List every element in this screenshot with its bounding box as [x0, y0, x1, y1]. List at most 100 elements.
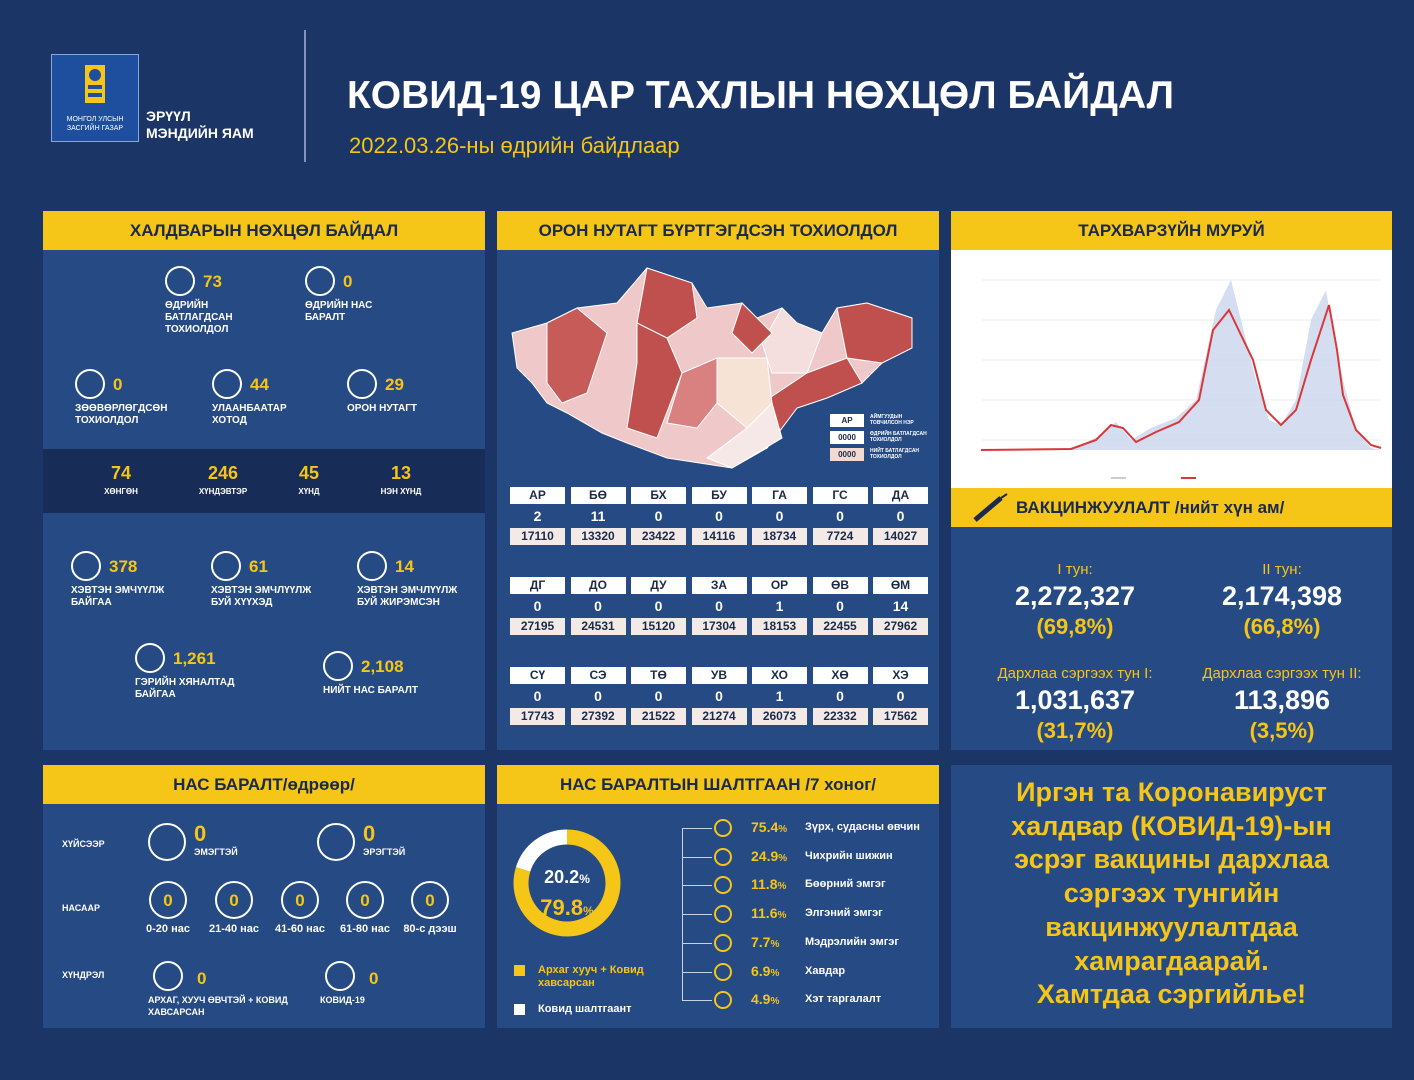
province-total: 17304: [691, 618, 747, 635]
row-label: НАСААР: [62, 903, 101, 913]
icon: [135, 643, 165, 673]
icon: [317, 823, 355, 861]
province-code: ХӨ: [812, 667, 868, 684]
dose-label: Дархлаа сэргээх тун I:: [997, 665, 1153, 682]
panel-title: ТАРХВАРЗҮЙН МУРУЙ: [951, 211, 1392, 250]
panel-title: ОРОН НУТАГТ БҮРТГЭГДСЭН ТОХИОЛДОЛ: [497, 211, 939, 250]
appeal-line: Иргэн та Коронавируст: [1016, 777, 1327, 807]
age-circle: [411, 881, 449, 919]
icon: [347, 369, 377, 399]
mongolia-map: [511, 267, 913, 469]
province-total: 14116: [691, 528, 747, 545]
panel-title: НАС БАРАЛТЫН ШАЛТГААН /7 хоног/: [497, 765, 939, 804]
icon: [305, 266, 335, 296]
gov-line: МОНГОЛ УЛСЫН: [66, 116, 124, 123]
value: 24.9: [751, 847, 779, 864]
province-total: 23422: [631, 528, 686, 545]
stat-value: 29: [385, 375, 404, 394]
province-total: 7724: [812, 528, 868, 545]
donut: [513, 829, 621, 937]
province-daily: 0: [715, 688, 723, 704]
value: 75.4: [751, 819, 779, 835]
deaths-panel: НАС БАРАЛТ/өдрөөр/ ХҮЙСЭЭР НАСААР ХҮНДРЭЛ 0…: [43, 765, 485, 1028]
province-total: 18734: [752, 528, 807, 545]
age-label: 61-80 нас: [339, 923, 391, 935]
province-total: 17110: [510, 528, 565, 545]
percent-sign: %: [778, 824, 788, 835]
province-code: ДО: [570, 577, 626, 594]
cause-value: 75.4%: [751, 819, 787, 835]
province-code: ӨВ: [812, 577, 868, 594]
age-label: 80-с дээш: [403, 923, 457, 935]
age-value: 0: [295, 891, 305, 910]
icon: [153, 961, 183, 991]
severity-value: 45: [298, 463, 320, 483]
severity-label: ХҮНД: [298, 487, 320, 496]
legend-sample: 0000: [830, 448, 864, 461]
province-daily: 14: [892, 598, 909, 614]
branch: [682, 1000, 712, 1002]
province-code: ГА: [752, 487, 807, 504]
province-code: УВ: [691, 667, 747, 684]
appeal-line: хамрагдаарай.: [1074, 945, 1269, 976]
province-total: 27195: [510, 618, 565, 635]
complication-value: 0: [369, 969, 379, 988]
percent-sign: %: [579, 872, 590, 886]
dose-value: 1,031,637: [1014, 685, 1136, 715]
epidemic-panel: ТАРХВАРЗҮЙН МУРУЙ ВАКЦИНЖУУЛАЛТ /нийт хү…: [951, 211, 1392, 750]
cause-label: Элгэний эмгэг: [805, 907, 883, 920]
icon: [212, 369, 242, 399]
gov-line: ЗАСГИЙН ГАЗАР: [66, 125, 124, 132]
cause-label: Хавдар: [805, 964, 846, 977]
province-code: БУ: [691, 487, 747, 504]
province-daily: 0: [594, 598, 602, 614]
icon: [325, 961, 355, 991]
province-daily: 1: [775, 598, 784, 614]
legend-label: АЙМГУУДЫН ТОВЧИЛСОН НЭР: [870, 414, 914, 426]
gov-name: МОНГОЛ УЛСЫН ЗАСГИЙН ГАЗАР: [52, 115, 138, 133]
cause-label: Бөөрний эмгэг: [805, 878, 886, 891]
stat-label: ГЭРИЙН ХЯНАЛТАД БАЙГАА: [135, 677, 235, 700]
legend-label: НИЙТ БАТЛАГДСАН ТОХИОЛДОЛ: [870, 448, 920, 460]
ministry-line: ЭРҮҮЛ: [146, 108, 191, 124]
dose-percent: (66,8%): [1243, 614, 1321, 639]
gender-value: 0: [363, 821, 376, 846]
province-total: 14027: [873, 528, 928, 545]
legend-swatch: [514, 965, 525, 976]
value: 11.8: [751, 876, 778, 893]
age-label: 41-60 нас: [274, 923, 326, 935]
ministry: ЭРҮҮЛ МЭНДИЙН ЯАМ: [146, 108, 254, 142]
province-code: ХО: [752, 667, 807, 684]
severity-label: ХҮНДЭВТЭР: [198, 487, 248, 496]
province-daily: 0: [896, 508, 905, 524]
province-total: 24531: [570, 618, 626, 635]
percent-sign: %: [770, 938, 780, 950]
stat-value: 0: [343, 272, 353, 291]
cause-icon: [714, 819, 732, 837]
legend-label: Ковид шалтгаант: [538, 1003, 632, 1015]
province-daily: 0: [654, 688, 663, 704]
legend-swatch: [514, 1004, 525, 1015]
stat-label: УЛААНБААТАР ХОТОД: [212, 403, 287, 426]
complication-label: АРХАГ, ХУУЧ ӨВЧТЭЙ + КОВИД ХАВСАРСАН: [148, 995, 288, 1017]
percent-sign: %: [778, 852, 788, 864]
province-daily: 11: [590, 508, 606, 524]
ministry-line: МЭНДИЙН ЯАМ: [146, 125, 254, 141]
province-total: 17562: [873, 708, 928, 725]
severity-label: НЭН ХҮНД: [380, 487, 422, 496]
stat-label: ӨДРИЙН НАС БАРАЛТ: [305, 300, 373, 323]
percent-sign: %: [777, 910, 787, 922]
province-code: ГС: [812, 487, 868, 504]
cause-label: Чихрийн шижин: [805, 849, 893, 862]
appeal-line: вакцинжуулалтдаа: [1045, 911, 1298, 942]
cause-icon: [714, 991, 732, 1010]
syringe-icon: [973, 493, 1008, 522]
percent-sign: %: [777, 881, 787, 893]
cause-icon: [714, 933, 732, 952]
province-code: ЗА: [691, 577, 747, 594]
province-total: 26073: [752, 708, 807, 725]
icon: [165, 266, 195, 296]
legend-label: Архаг хууч + Ковид хавсарсан: [538, 964, 644, 989]
page-title: КОВИД-19 ЦАР ТАХЛЫН НӨХЦӨЛ БАЙДАЛ: [347, 74, 1174, 117]
epidemic-curve: [951, 250, 1392, 488]
